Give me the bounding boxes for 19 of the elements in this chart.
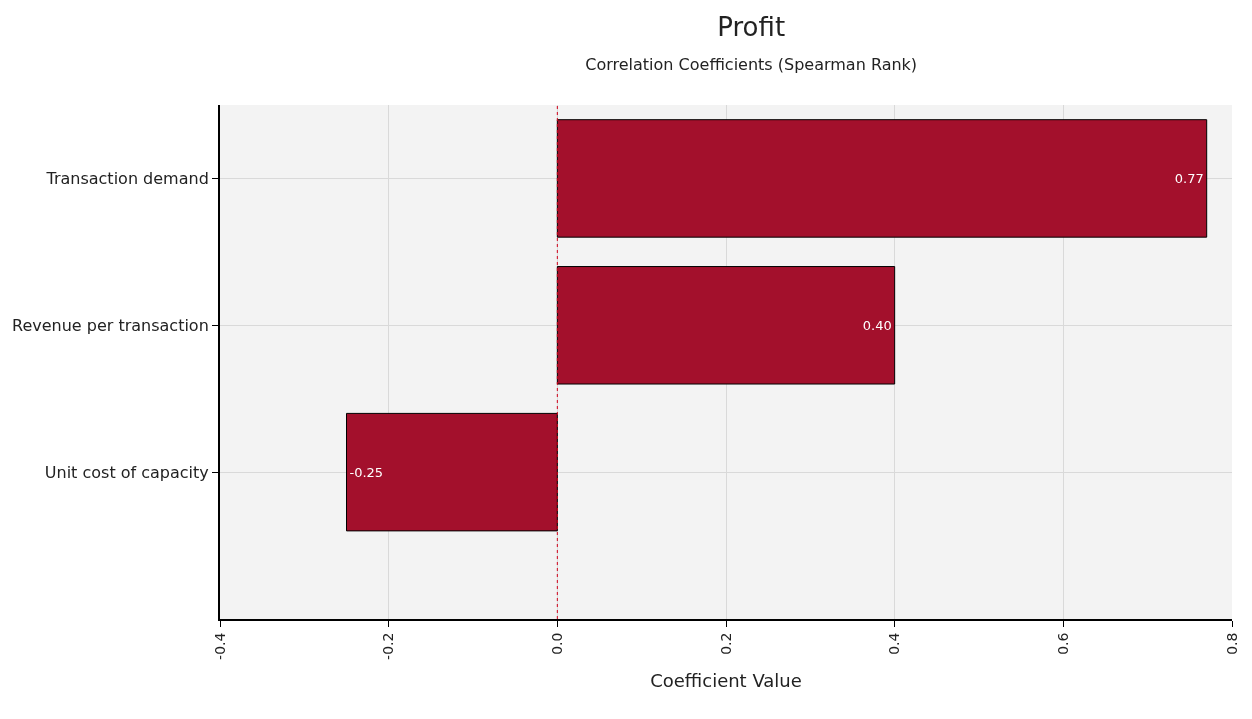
- y-tick-label: Transaction demand: [45, 169, 209, 189]
- y-tick-label: Unit cost of capacity: [44, 462, 209, 482]
- x-tick-label: 0.6: [1054, 632, 1071, 655]
- bar: [556, 266, 896, 385]
- bar: [556, 119, 1208, 238]
- x-tick-label: 0.4: [886, 632, 903, 655]
- data-label: 0.77: [1174, 170, 1204, 186]
- chart-subtitle: Correlation Coefficients (Spearman Rank): [585, 54, 918, 74]
- x-tick-label: 0.2: [717, 632, 734, 655]
- data-label: 0.40: [862, 317, 892, 333]
- bar: [346, 412, 558, 532]
- data-label: -0.25: [349, 464, 384, 480]
- chart-title: Profit: [717, 11, 786, 42]
- x-tick-label: -0.4: [211, 632, 228, 660]
- x-tick-label: 0.8: [1223, 632, 1240, 655]
- y-tick-label: Revenue per transaction: [11, 315, 209, 335]
- x-tick-label: 0.0: [548, 632, 565, 655]
- x-axis-title: Coefficient Value: [650, 669, 802, 691]
- x-tick-label: -0.2: [380, 632, 397, 660]
